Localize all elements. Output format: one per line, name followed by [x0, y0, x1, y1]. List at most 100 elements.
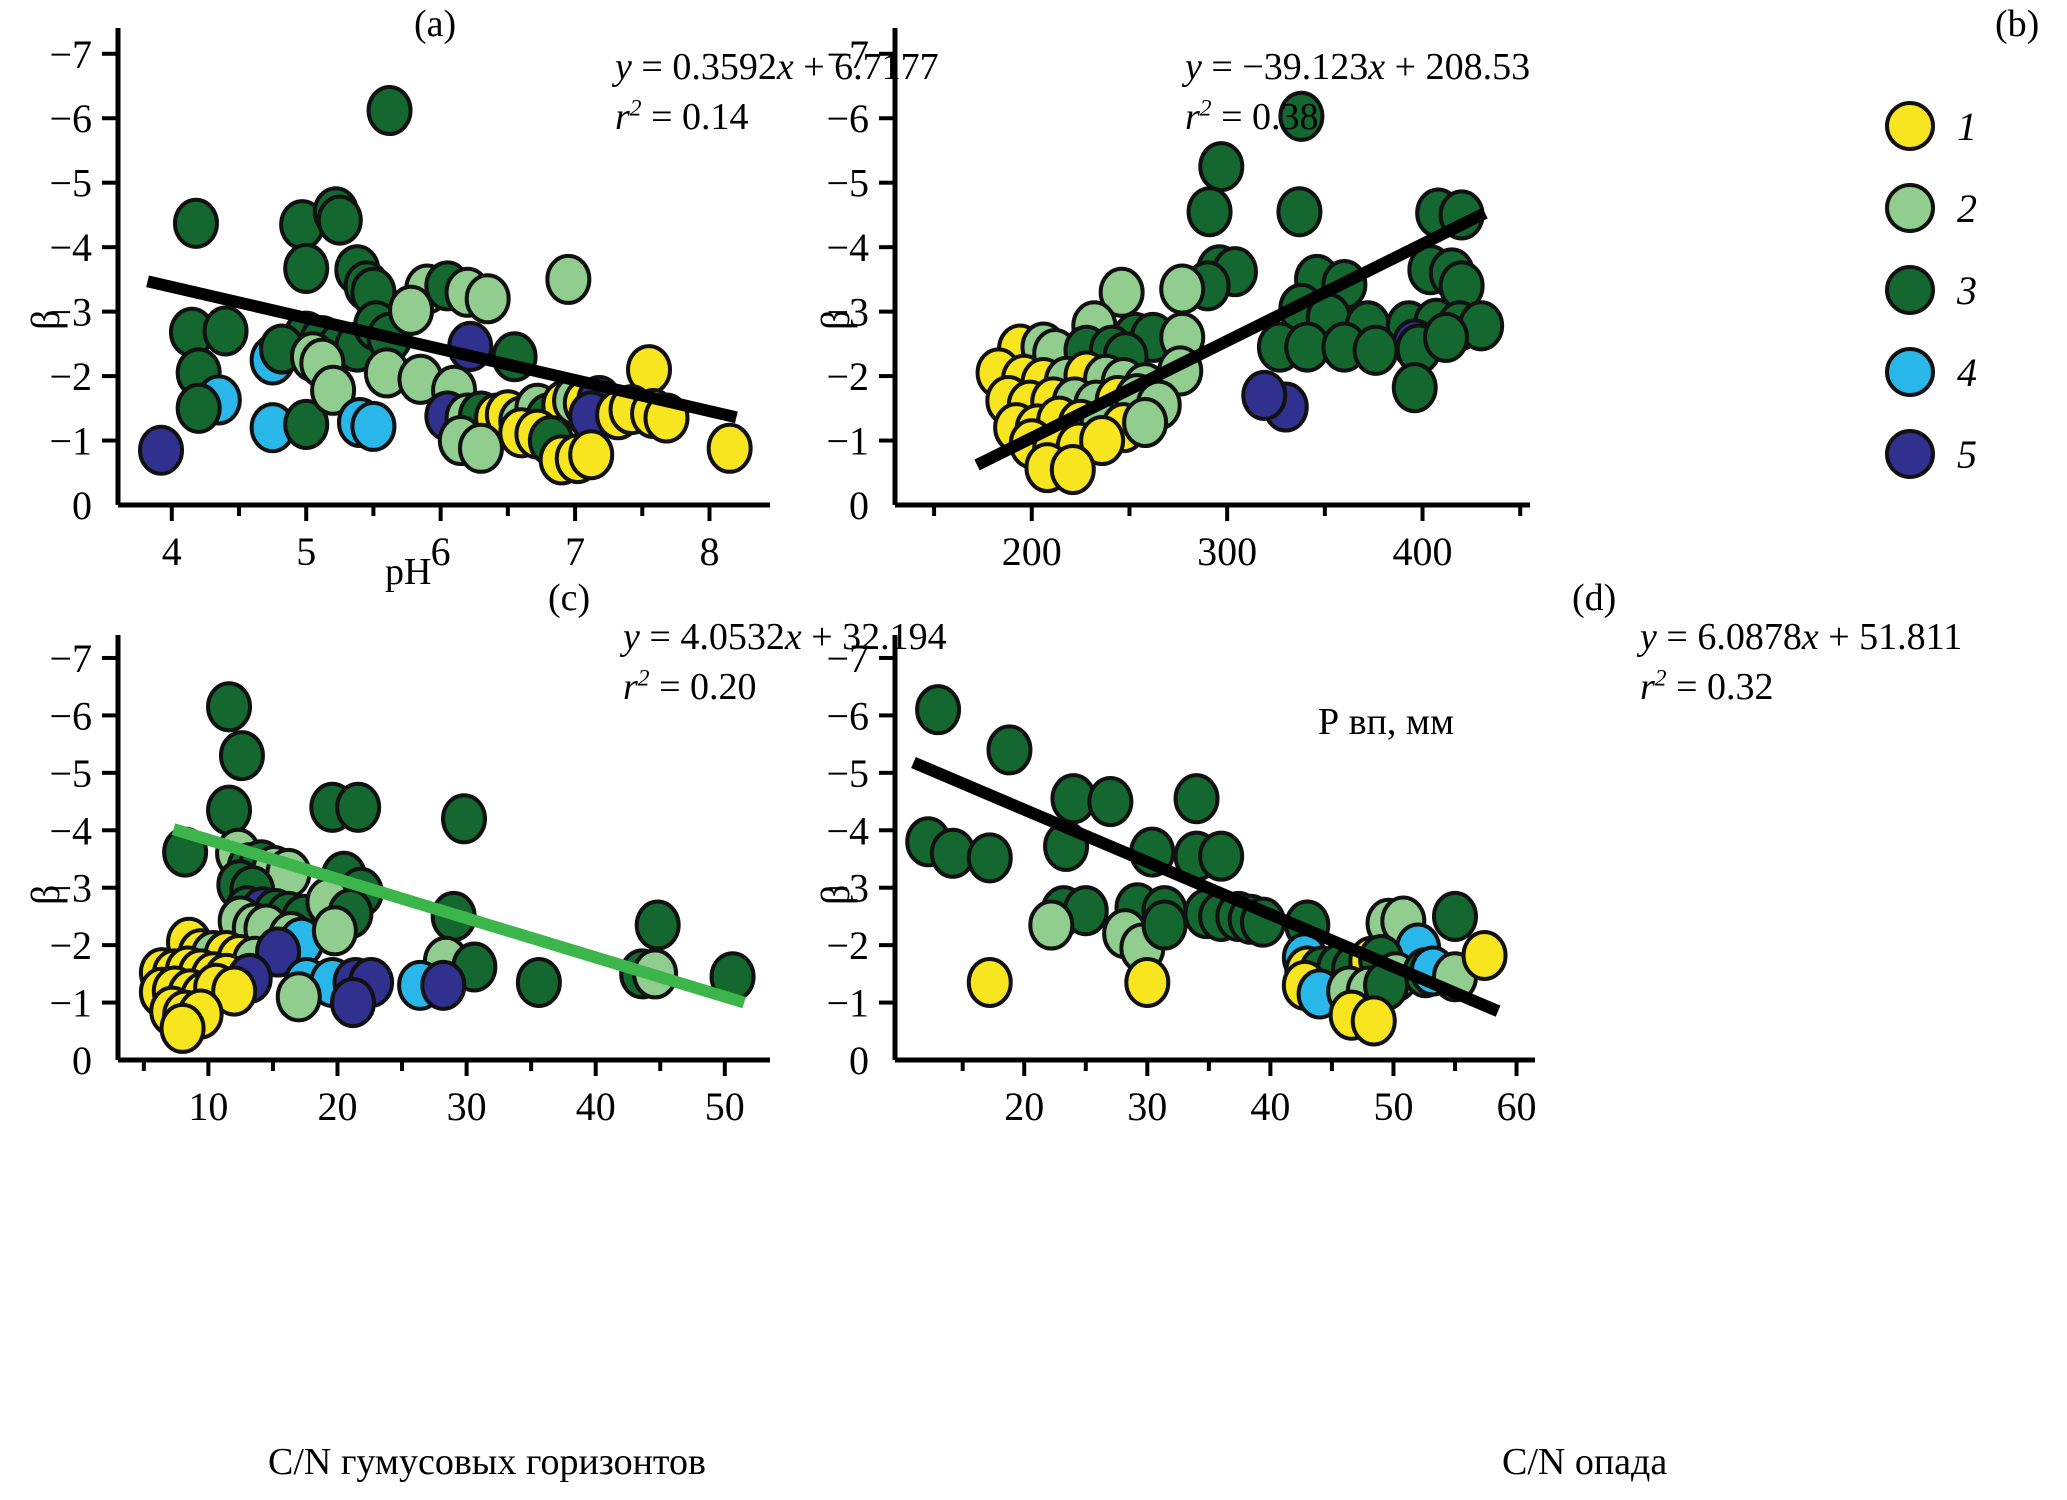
- svg-text:−7: −7: [826, 636, 869, 681]
- legend-label: 4: [1957, 349, 1977, 395]
- scatter-point: [966, 956, 1013, 1008]
- scatter-point: [366, 84, 413, 137]
- svg-text:−7: −7: [49, 636, 92, 681]
- scatter-point: [316, 194, 363, 246]
- svg-text:50: 50: [705, 1084, 745, 1129]
- panel-c-ylabel: β: [23, 884, 68, 905]
- svg-text:−6: −6: [49, 96, 92, 141]
- scatter-point: [441, 793, 488, 845]
- panel-b-ylabel: β: [813, 309, 858, 330]
- panel-d-ylabel: β: [813, 884, 858, 905]
- svg-text:−3: −3: [826, 866, 869, 911]
- scatter-point: [1186, 186, 1233, 238]
- scatter-point: [329, 977, 376, 1029]
- scatter-point: [388, 284, 435, 336]
- legend-label: 1: [1957, 103, 1977, 149]
- svg-text:40: 40: [576, 1084, 616, 1129]
- svg-text:−1: −1: [826, 419, 869, 464]
- panel-a-ylabel: β: [23, 309, 68, 330]
- svg-text:20: 20: [317, 1084, 357, 1129]
- scatter-point: [283, 242, 330, 294]
- svg-text:−3: −3: [826, 290, 869, 335]
- svg-text:−1: −1: [826, 981, 869, 1026]
- scatter-point: [568, 429, 615, 481]
- panel-d-title: (d): [1572, 577, 1617, 619]
- svg-text:6: 6: [431, 529, 451, 574]
- scatter-point: [966, 832, 1013, 884]
- svg-text:−5: −5: [49, 751, 92, 796]
- svg-text:−4: −4: [826, 808, 869, 853]
- svg-text:300: 300: [1197, 529, 1257, 574]
- scatter-point: [335, 781, 382, 833]
- svg-text:−6: −6: [826, 693, 869, 738]
- scatter-point: [1198, 830, 1245, 882]
- svg-text:−5: −5: [49, 161, 92, 206]
- trend-line: [911, 756, 1501, 1017]
- panel-b-xlabel: Р вп, мм: [1318, 701, 1455, 743]
- scatter-point: [1122, 396, 1169, 449]
- legend-swatch-icon: [1885, 265, 1935, 315]
- panel-c-title: (c): [548, 577, 591, 619]
- panel-a: −7 −6 −5 −4 −3 −2 −1 0 4 5 6 7 8: [0, 0, 800, 620]
- scatter-point: [218, 730, 265, 782]
- scatter-point: [1391, 362, 1438, 414]
- scatter-point: [1124, 956, 1171, 1008]
- trend-line: [974, 207, 1488, 471]
- scatter-point: [311, 905, 358, 957]
- scatter-point: [275, 971, 322, 1023]
- svg-text:−6: −6: [826, 96, 869, 141]
- svg-text:−2: −2: [826, 923, 869, 968]
- svg-text:40: 40: [1250, 1084, 1290, 1129]
- svg-text:50: 50: [1373, 1084, 1413, 1129]
- svg-text:−1: −1: [49, 419, 92, 464]
- scatter-point: [138, 424, 185, 476]
- legend-item-4: 4: [1885, 331, 1977, 413]
- svg-text:−3: −3: [49, 866, 92, 911]
- scatter-point: [1422, 311, 1469, 363]
- scatter-point: [310, 364, 357, 416]
- scatter-point: [464, 273, 511, 325]
- svg-text:0: 0: [72, 1038, 92, 1083]
- svg-text:60: 60: [1497, 1084, 1537, 1129]
- scatter-point: [1159, 263, 1206, 315]
- panel-c-plot: −7 −6 −5 −4 −3 −2 −1 0 10 20 30 40 50: [49, 635, 770, 1129]
- panel-d: −7 −6 −5 −4 −3 −2 −1 0 20 30 40 50 60: [790, 575, 1590, 1195]
- panel-a-title: (a): [414, 3, 457, 45]
- trend-line: [171, 823, 746, 1009]
- svg-text:5: 5: [296, 529, 316, 574]
- scatter-point: [1352, 324, 1399, 376]
- legend-item-3: 3: [1885, 249, 1977, 331]
- scatter-point: [1028, 899, 1075, 951]
- scatter-point: [206, 681, 253, 733]
- svg-text:20: 20: [1004, 1084, 1044, 1129]
- svg-text:8: 8: [700, 529, 720, 574]
- scatter-point: [457, 422, 504, 474]
- scatter-point: [515, 956, 562, 1008]
- scatter-point: [1141, 899, 1188, 951]
- svg-text:−2: −2: [49, 923, 92, 968]
- scatter-point: [202, 305, 249, 357]
- panel-a-equation: y = 0.3592x + 6.7177 r2 = 0.14: [615, 46, 939, 139]
- legend-item-5: 5: [1885, 413, 1977, 495]
- svg-text:−1: −1: [49, 981, 92, 1026]
- legend-item-1: 1: [1885, 85, 1977, 167]
- legend-item-2: 2: [1885, 167, 1977, 249]
- scatter-point: [915, 684, 962, 736]
- scatter-point: [1350, 995, 1397, 1047]
- svg-text:−7: −7: [826, 32, 869, 77]
- svg-text:−5: −5: [826, 751, 869, 796]
- panel-d-equation: y = 6.0878x + 51.811 r2 = 0.32: [1640, 616, 1963, 709]
- scatter-point: [159, 1002, 206, 1054]
- legend: 1 2 3 4 5: [1885, 85, 1977, 495]
- scatter-point: [706, 422, 753, 474]
- panel-a-plot: −7 −6 −5 −4 −3 −2 −1 0 4 5 6 7 8: [49, 28, 770, 574]
- scatter-point: [1098, 266, 1145, 318]
- panel-a-xlabel: pH: [385, 551, 432, 593]
- svg-text:10: 10: [188, 1084, 228, 1129]
- legend-swatch-icon: [1885, 183, 1935, 233]
- scatter-point: [1241, 369, 1288, 421]
- panel-b-equation: y = −39.123x + 208.53 r2 = 0.38: [1185, 46, 1531, 139]
- scatter-point: [1432, 890, 1478, 942]
- svg-text:−6: −6: [49, 693, 92, 738]
